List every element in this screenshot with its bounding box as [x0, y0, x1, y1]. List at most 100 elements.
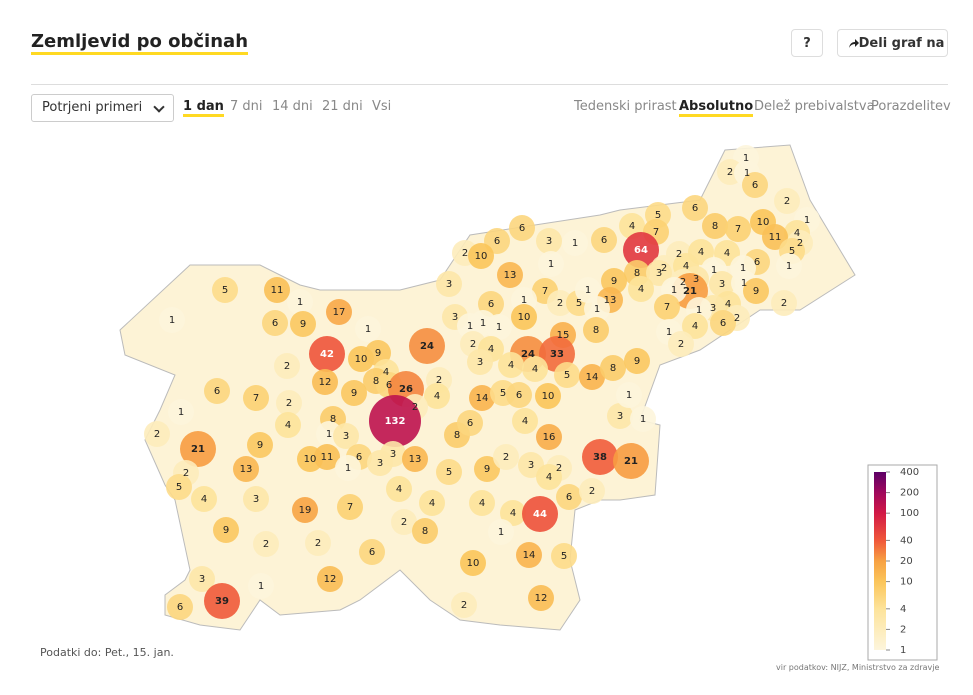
municipality [204, 378, 230, 404]
municipality [409, 328, 445, 364]
legend-label: 400 [900, 467, 919, 478]
municipality-value: 6 [488, 299, 494, 310]
municipality-value: 4 [532, 364, 538, 375]
tab[interactable]: 1 dan [183, 99, 224, 117]
municipality-value: 9 [634, 356, 640, 367]
municipality-value: 8 [712, 221, 718, 232]
municipality-value: 1 [572, 238, 578, 249]
municipality-value: 5 [446, 467, 452, 478]
municipality-value: 2 [461, 600, 467, 611]
municipality-value: 9 [484, 464, 490, 475]
municipality-value: 8 [422, 526, 428, 537]
municipality-value: 2 [412, 402, 418, 413]
municipality-value: 2 [676, 249, 682, 260]
municipality-value: 1 [548, 259, 554, 270]
tab[interactable]: Absolutno [679, 99, 754, 117]
municipality-value: 42 [320, 349, 334, 360]
municipality-value: 14 [523, 550, 536, 561]
municipality [468, 243, 494, 269]
tab[interactable]: Vsi [372, 99, 392, 114]
tab[interactable]: Tedenski prirast [574, 99, 677, 114]
municipality-value: 3 [390, 449, 396, 460]
municipality-value: 4 [429, 498, 435, 509]
as-of: Podatki do: Pet., 15. jan. [40, 646, 174, 659]
municipality-value: 1 [585, 285, 591, 296]
municipality-value: 3 [446, 279, 452, 290]
municipality-value: 4 [522, 416, 528, 427]
municipality-value: 1 [744, 168, 750, 179]
municipality-value: 2 [462, 248, 468, 259]
municipality-value: 9 [257, 440, 263, 451]
municipality [287, 289, 313, 315]
municipality [204, 583, 240, 619]
municipality [247, 432, 273, 458]
municipality-value: 8 [373, 376, 379, 387]
municipality-value: 2 [589, 486, 595, 497]
municipality-value: 44 [533, 509, 547, 520]
municipality-value: 10 [304, 454, 317, 465]
municipality [538, 251, 564, 277]
municipality-value: 13 [504, 270, 517, 281]
municipality-value: 2 [680, 277, 686, 288]
municipality [682, 195, 708, 221]
municipality-value: 1 [626, 390, 632, 401]
municipality-value: 9 [753, 286, 759, 297]
municipality [359, 539, 385, 565]
municipality-value: 1 [326, 429, 332, 440]
municipality-value: 1 [498, 527, 504, 538]
municipality-value: 3 [710, 303, 716, 314]
tab[interactable]: Delež prebivalstva [754, 99, 875, 114]
tab[interactable]: Porazdelitev [871, 99, 951, 114]
municipality [305, 530, 331, 556]
municipality-value: 13 [409, 454, 422, 465]
municipality [562, 230, 588, 256]
municipality [457, 410, 483, 436]
municipality-value: 6 [516, 390, 522, 401]
tab[interactable]: 21 dni [322, 99, 363, 114]
municipality [516, 542, 542, 568]
municipality [522, 356, 548, 382]
tab[interactable]: 14 dni [272, 99, 313, 114]
municipality [743, 278, 769, 304]
municipality-value: 4 [546, 472, 552, 483]
municipality-value: 2 [734, 313, 740, 324]
municipality-value: 2 [436, 375, 442, 386]
municipality-value: 4 [724, 248, 730, 259]
municipality [243, 486, 269, 512]
municipality [159, 307, 185, 333]
municipality-value: 7 [653, 227, 659, 238]
municipality [326, 299, 352, 325]
help-button[interactable]: ? [791, 29, 823, 57]
municipality-value: 2 [727, 167, 733, 178]
tab[interactable]: 7 dni [230, 99, 263, 114]
municipality [212, 277, 238, 303]
municipality-value: 9 [611, 276, 617, 287]
municipality-value: 15 [557, 330, 570, 341]
municipality [497, 262, 523, 288]
municipality [646, 260, 672, 286]
municipality-value: 1 [640, 414, 646, 425]
legend-label: 1 [900, 645, 906, 656]
municipality-value: 7 [347, 502, 353, 513]
municipality [554, 362, 580, 388]
municipality [144, 421, 170, 447]
municipality-value: 1 [696, 305, 702, 316]
municipality-value: 4 [383, 367, 389, 378]
municipality [391, 509, 417, 535]
municipality-value: 1 [480, 318, 486, 329]
municipality [668, 331, 694, 357]
municipality [512, 408, 538, 434]
municipality [419, 490, 445, 516]
municipality [522, 496, 558, 532]
share-button[interactable]: Deli graf na [837, 29, 948, 57]
municipality [189, 566, 215, 592]
municipality [582, 439, 618, 475]
legend-label: 40 [900, 535, 913, 546]
municipality [536, 228, 562, 254]
municipality-value: 4 [794, 228, 800, 239]
measure-select[interactable]: Potrjeni primeri [31, 94, 174, 122]
municipality-value: 26 [399, 384, 413, 395]
municipality [436, 459, 462, 485]
municipality-value: 4 [488, 344, 494, 355]
